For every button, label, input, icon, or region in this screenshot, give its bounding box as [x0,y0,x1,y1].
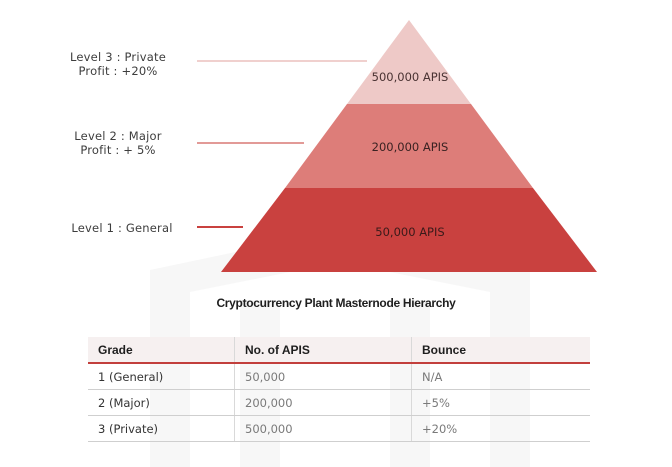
cell-apis: 500,000 [234,415,412,442]
grade-table: Grade No. of APIS Bounce 1 (General) 50,… [88,337,590,442]
level-1-leader-line [197,226,243,228]
level-3-title: Level 3 : Private [69,50,166,64]
header-apis: No. of APIS [234,337,412,364]
table-row: 1 (General) 50,000 N/A [88,363,590,390]
cell-bounce: +20% [411,415,590,442]
cell-grade: 2 (Major) [88,389,235,416]
cell-apis: 200,000 [234,389,412,416]
pyramid-tier-general [221,188,597,272]
cell-grade: 1 (General) [88,363,235,390]
level-3-profit: Profit : +20% [78,64,158,78]
table-header-row: Grade No. of APIS Bounce [88,337,590,364]
header-bounce: Bounce [411,337,590,364]
level-1-label: Level 1 : General [58,221,186,235]
tier-private-value: 500,000 APIS [372,70,449,84]
level-2-profit: Profit : + 5% [80,143,156,157]
level-3-leader-line [197,60,367,62]
table-row: 2 (Major) 200,000 +5% [88,389,590,416]
header-grade: Grade [88,337,235,364]
cell-bounce: N/A [411,363,590,390]
cell-bounce: +5% [411,389,590,416]
pyramid-tier-major [285,104,533,188]
cell-apis: 50,000 [234,363,412,390]
level-2-label: Level 2 : Major Profit : + 5% [58,129,178,157]
level-2-leader-line [197,142,304,144]
pyramid-tier-private [347,20,471,104]
level-2-title: Level 2 : Major [74,129,162,143]
cell-grade: 3 (Private) [88,415,235,442]
level-3-label: Level 3 : Private Profit : +20% [58,50,178,78]
level-1-title: Level 1 : General [71,221,173,235]
table-row: 3 (Private) 500,000 +20% [88,415,590,442]
diagram-caption: Cryptocurrency Plant Masternode Hierarch… [216,296,456,310]
tier-general-value: 50,000 APIS [375,225,444,239]
tier-major-value: 200,000 APIS [372,140,449,154]
